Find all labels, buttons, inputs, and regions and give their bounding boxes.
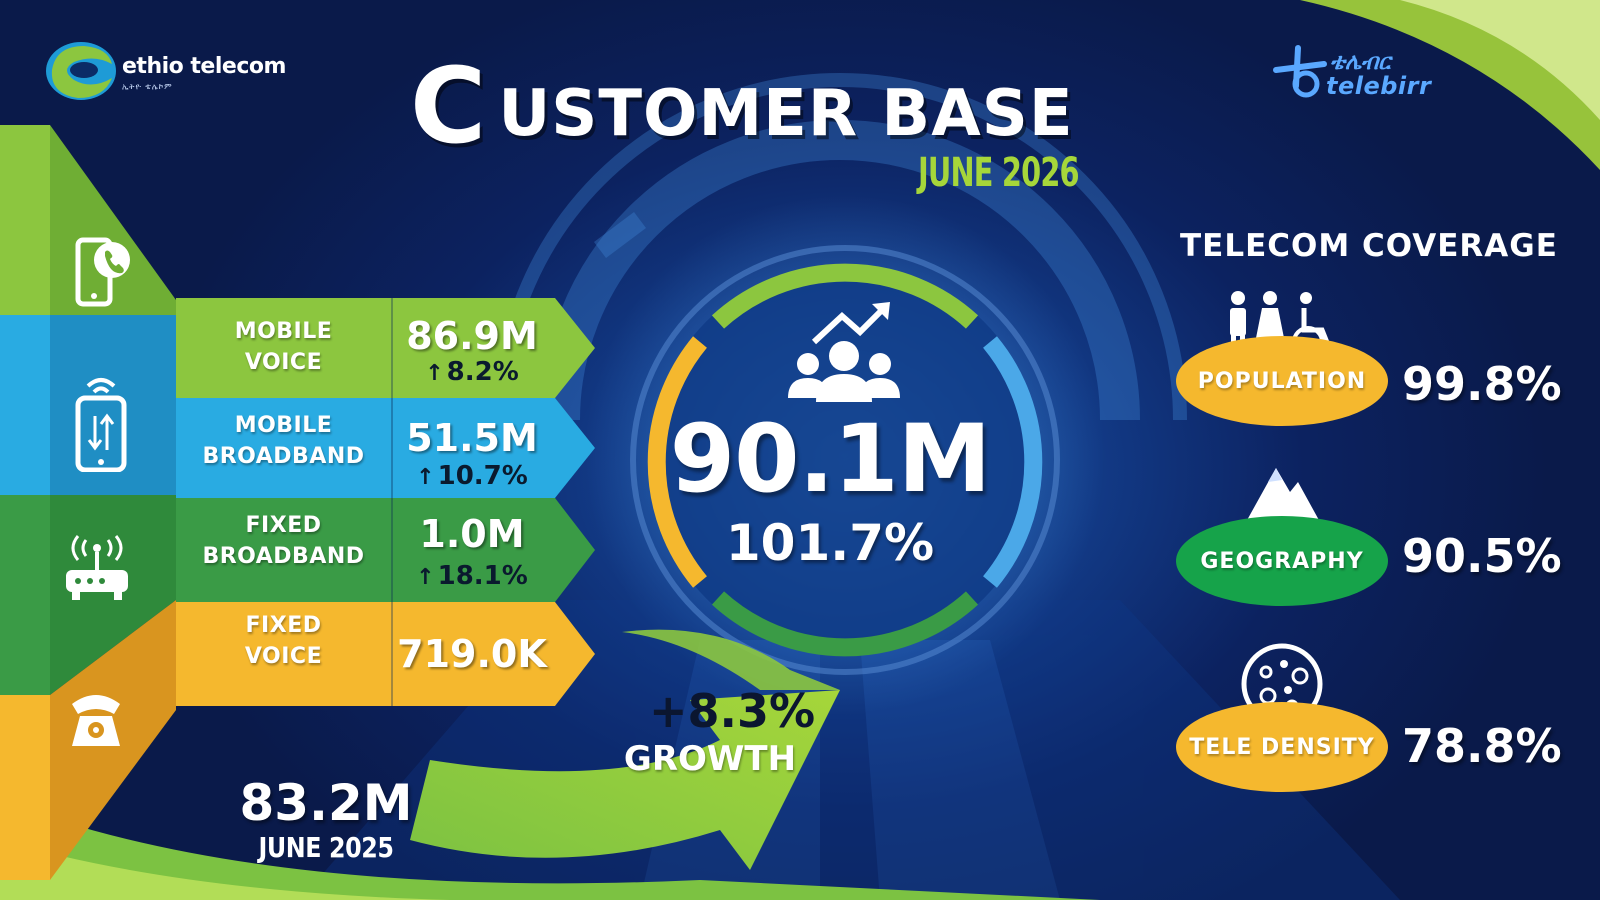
landline-phone-icon <box>72 695 120 746</box>
growth-arrow-shape <box>410 690 840 870</box>
wifi-router-icon <box>66 535 128 600</box>
service-label-mobile-broadband: MOBILE BROADBAND <box>202 413 365 469</box>
report-date: JUNE 2026 <box>918 150 1080 196</box>
telebirr-logo-icon <box>1273 45 1327 98</box>
total-subscribers-value: 90.1M <box>669 405 991 514</box>
telebirr-amharic-name: ቴሌብር <box>1330 50 1391 75</box>
telebirr-name: telebirr <box>1326 72 1432 100</box>
growth-percent: +8.3% <box>648 684 816 738</box>
coverage-title: TELECOM COVERAGE <box>1180 228 1558 264</box>
service-growth-fixed-broadband: ↑ 18.1% <box>416 561 528 591</box>
previous-date: JUNE 2025 <box>258 831 394 864</box>
tech-arcs <box>493 73 1187 421</box>
total-penetration-percent: 101.7% <box>725 514 935 572</box>
coverage-value-tele-density: 78.8% <box>1402 719 1562 773</box>
arrow-up-icon: ↑ <box>416 465 435 490</box>
brand-subtitle: ኢትዮ ቴሌኮም <box>122 82 173 91</box>
coverage-pill-population: POPULATION <box>1176 336 1388 426</box>
service-growth-mobile-voice: ↑ 8.2% <box>425 357 519 387</box>
users-growth-icon <box>788 302 900 402</box>
growth-label: GROWTH <box>623 739 797 779</box>
service-value-fixed-voice: 719.0K <box>397 632 547 676</box>
left-color-column <box>0 125 176 880</box>
service-value-mobile-voice: 86.9M <box>406 314 538 358</box>
title-initial: C <box>410 45 487 167</box>
service-value-mobile-broadband: 51.5M <box>406 416 538 460</box>
coverage-value-geography: 90.5% <box>1402 529 1562 583</box>
page-title: C USTOMER BASE <box>410 45 1074 167</box>
mobile-data-icon <box>75 378 127 472</box>
coverage-pill-tele-density: TELE DENSITY <box>1176 702 1388 792</box>
mountain-icon <box>1246 468 1320 522</box>
brand-name: ethio telecom <box>122 54 286 79</box>
arrow-up-icon: ↑ <box>425 361 444 386</box>
total-ring <box>630 245 1060 675</box>
service-growth-mobile-broadband: ↑ 10.7% <box>416 461 528 491</box>
service-value-fixed-broadband: 1.0M <box>419 512 525 556</box>
service-label-fixed-voice: FIXED VOICE <box>244 613 323 669</box>
title-rest: USTOMER BASE <box>498 77 1074 151</box>
smartphone-call-icon <box>75 237 130 307</box>
previous-total-value: 83.2M <box>239 774 413 832</box>
ethio-telecom-logo-icon <box>46 42 116 100</box>
arrow-up-icon: ↑ <box>416 565 435 590</box>
service-label-fixed-broadband: FIXED BROADBAND <box>202 513 365 569</box>
service-bands <box>176 298 595 706</box>
coverage-pill-geography: GEOGRAPHY <box>1176 516 1388 606</box>
coverage-value-population: 99.8% <box>1402 357 1562 411</box>
service-label-mobile-voice: MOBILE VOICE <box>234 319 333 375</box>
